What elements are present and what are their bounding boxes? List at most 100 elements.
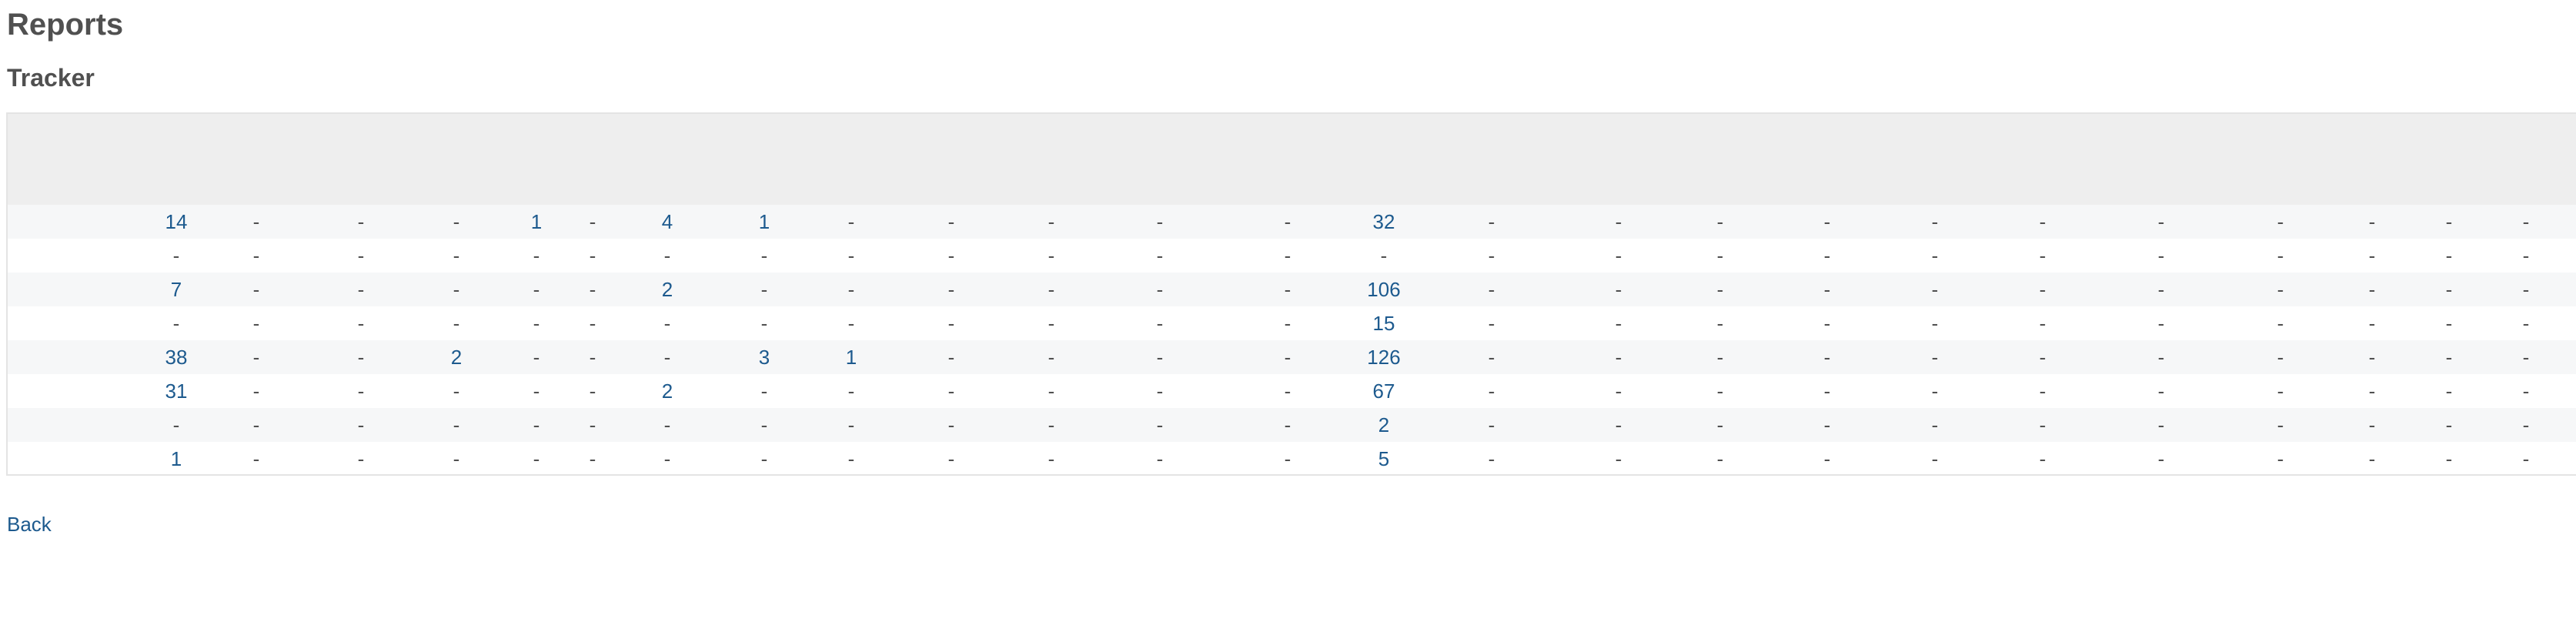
empty-cell: - bbox=[453, 312, 460, 335]
empty-cell: - bbox=[533, 278, 540, 301]
count-link[interactable]: 1 bbox=[845, 346, 857, 369]
empty-cell: - bbox=[1047, 244, 1055, 267]
count-link[interactable]: 38 bbox=[165, 346, 188, 369]
empty-cell: - bbox=[1488, 447, 1495, 470]
empty-cell: - bbox=[1716, 413, 1724, 436]
empty-cell: - bbox=[1284, 278, 1291, 301]
empty-cell: - bbox=[533, 413, 540, 436]
empty-cell: - bbox=[2157, 312, 2165, 335]
empty-cell: - bbox=[2277, 413, 2284, 436]
page-title: Reports bbox=[7, 8, 124, 42]
empty-cell: - bbox=[357, 312, 365, 335]
back-link[interactable]: Back bbox=[7, 513, 52, 536]
empty-cell: - bbox=[2277, 447, 2284, 470]
table-row: 31 - - - - - 2 - - - - - - 67 - - - - - - - - - - - bbox=[8, 374, 2576, 408]
empty-cell: - bbox=[1615, 413, 1622, 436]
empty-cell: - bbox=[760, 244, 768, 267]
empty-cell: - bbox=[1488, 380, 1495, 403]
empty-cell: - bbox=[2445, 244, 2453, 267]
empty-cell: - bbox=[2277, 346, 2284, 369]
table-header bbox=[8, 114, 2576, 206]
empty-cell: - bbox=[533, 312, 540, 335]
count-link[interactable]: 2 bbox=[1378, 413, 1390, 436]
count-link[interactable]: 5 bbox=[1378, 447, 1390, 470]
count-link[interactable]: 32 bbox=[1372, 210, 1395, 233]
empty-cell: - bbox=[2039, 244, 2046, 267]
count-link[interactable]: 67 bbox=[1372, 380, 1395, 403]
count-link[interactable]: 14 bbox=[165, 210, 188, 233]
empty-cell: - bbox=[1047, 447, 1055, 470]
empty-cell: - bbox=[589, 447, 596, 470]
empty-cell: - bbox=[1615, 380, 1622, 403]
empty-cell: - bbox=[847, 447, 855, 470]
count-link[interactable]: 4 bbox=[661, 210, 673, 233]
count-link[interactable]: 7 bbox=[170, 278, 182, 301]
empty-cell: - bbox=[357, 278, 365, 301]
empty-cell: - bbox=[589, 210, 596, 233]
empty-cell: - bbox=[589, 278, 596, 301]
empty-cell: - bbox=[1931, 244, 1939, 267]
empty-cell: - bbox=[1488, 278, 1495, 301]
table-row: 14 - - - 1 - 4 1 - - - - - 32 - - - - - - - - - - - bbox=[8, 205, 2576, 239]
empty-cell: - bbox=[1047, 380, 1055, 403]
count-link[interactable]: 3 bbox=[758, 346, 770, 369]
empty-cell: - bbox=[2277, 244, 2284, 267]
count-link[interactable]: 106 bbox=[1367, 278, 1401, 301]
empty-cell: - bbox=[1156, 312, 1164, 335]
empty-cell: - bbox=[2368, 447, 2376, 470]
empty-cell: - bbox=[2522, 210, 2530, 233]
empty-cell: - bbox=[847, 278, 855, 301]
empty-cell: - bbox=[357, 244, 365, 267]
empty-cell: - bbox=[1615, 346, 1622, 369]
empty-cell: - bbox=[2039, 278, 2046, 301]
empty-cell: - bbox=[453, 380, 460, 403]
empty-cell: - bbox=[760, 447, 768, 470]
empty-cell: - bbox=[589, 312, 596, 335]
empty-cell: - bbox=[1284, 210, 1291, 233]
section-title: Tracker bbox=[7, 64, 95, 92]
empty-cell: - bbox=[2157, 278, 2165, 301]
count-link[interactable]: 15 bbox=[1372, 312, 1395, 335]
empty-cell: - bbox=[663, 346, 671, 369]
empty-cell: - bbox=[1823, 346, 1831, 369]
empty-cell: - bbox=[947, 210, 955, 233]
count-link[interactable]: 126 bbox=[1367, 346, 1401, 369]
count-link[interactable]: 1 bbox=[170, 447, 182, 470]
count-link[interactable]: 31 bbox=[165, 380, 188, 403]
empty-cell: - bbox=[533, 346, 540, 369]
empty-cell: - bbox=[2157, 210, 2165, 233]
empty-cell: - bbox=[1716, 346, 1724, 369]
empty-cell: - bbox=[1716, 278, 1724, 301]
empty-cell: - bbox=[2277, 380, 2284, 403]
empty-cell: - bbox=[1047, 346, 1055, 369]
empty-cell: - bbox=[357, 413, 365, 436]
count-link[interactable]: 2 bbox=[450, 346, 463, 369]
empty-cell: - bbox=[589, 413, 596, 436]
empty-cell: - bbox=[1716, 447, 1724, 470]
empty-cell: - bbox=[2445, 346, 2453, 369]
empty-cell: - bbox=[453, 244, 460, 267]
empty-cell: - bbox=[2368, 312, 2376, 335]
empty-cell: - bbox=[760, 312, 768, 335]
count-link[interactable]: 1 bbox=[530, 210, 543, 233]
empty-cell: - bbox=[1284, 447, 1291, 470]
empty-cell: - bbox=[2522, 346, 2530, 369]
empty-cell: - bbox=[2368, 210, 2376, 233]
empty-cell: - bbox=[2157, 413, 2165, 436]
empty-cell: - bbox=[2522, 413, 2530, 436]
empty-cell: - bbox=[663, 244, 671, 267]
empty-cell: - bbox=[2039, 346, 2046, 369]
count-link[interactable]: 2 bbox=[661, 278, 673, 301]
empty-cell: - bbox=[357, 380, 365, 403]
empty-cell: - bbox=[1931, 278, 1939, 301]
count-link[interactable]: 2 bbox=[661, 380, 673, 403]
empty-cell: - bbox=[2277, 312, 2284, 335]
empty-cell: - bbox=[1380, 244, 1388, 267]
empty-cell: - bbox=[453, 413, 460, 436]
empty-cell: - bbox=[947, 244, 955, 267]
count-link[interactable]: 1 bbox=[758, 210, 770, 233]
empty-cell: - bbox=[847, 413, 855, 436]
empty-cell: - bbox=[947, 312, 955, 335]
empty-cell: - bbox=[2039, 312, 2046, 335]
empty-cell: - bbox=[2522, 278, 2530, 301]
